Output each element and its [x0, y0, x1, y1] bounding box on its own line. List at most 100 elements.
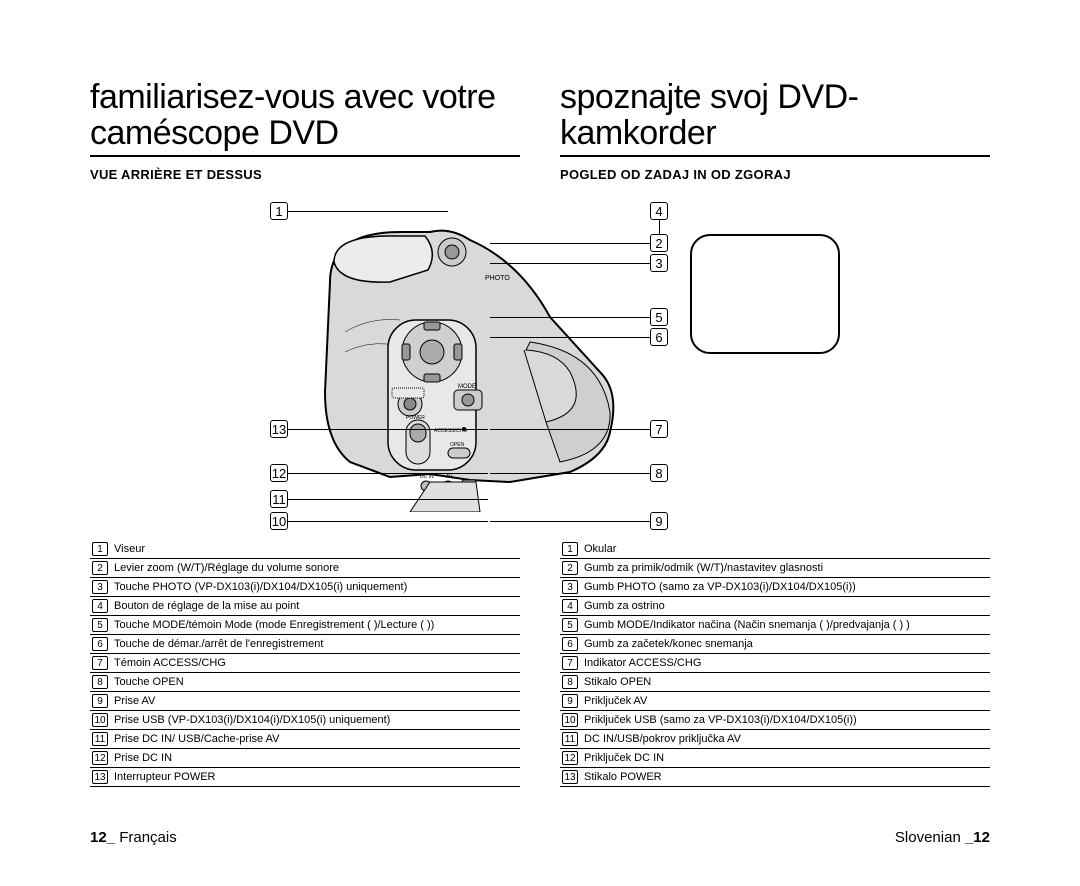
part-label: Levier zoom (W/T)/Réglage du volume sono…: [112, 559, 520, 578]
part-number: 2: [90, 559, 112, 578]
part-number: 7: [560, 654, 582, 673]
callout-12: 12: [270, 464, 288, 482]
svg-text:AV: AV: [446, 474, 453, 480]
part-number: 4: [90, 597, 112, 616]
callout-7: 7: [650, 420, 668, 438]
svg-text:MODE: MODE: [458, 384, 476, 390]
left-parts: 1Viseur2Levier zoom (W/T)/Réglage du vol…: [90, 540, 520, 787]
part-label: Prise DC IN: [112, 749, 520, 768]
part-number: 10: [90, 711, 112, 730]
table-row: 9Prise AV: [90, 692, 520, 711]
table-row: 5Gumb MODE/Indikator načina (Način snema…: [560, 616, 990, 635]
right-page-num: _12: [965, 829, 990, 846]
part-label: Viseur: [112, 540, 520, 559]
callout-5: 5: [650, 308, 668, 326]
part-label: Interrupteur POWER: [112, 768, 520, 787]
leader-line: [490, 317, 650, 318]
part-label: Touche MODE/témoin Mode (mode Enregistre…: [112, 616, 520, 635]
table-row: 2Gumb za primik/odmik (W/T)/nastavitev g…: [560, 559, 990, 578]
part-label: Gumb PHOTO (samo za VP-DX103(i)/DX104/DX…: [582, 578, 990, 597]
table-row: 9Priključek AV: [560, 692, 990, 711]
part-number: 4: [560, 597, 582, 616]
part-label: Gumb za ostrino: [582, 597, 990, 616]
leader-line: [490, 263, 650, 264]
part-label: Prise AV: [112, 692, 520, 711]
leader-line: [288, 499, 488, 500]
camcorder-illustration: PHOTO MODE POWER: [310, 222, 630, 512]
part-label: Gumb za primik/odmik (W/T)/nastavitev gl…: [582, 559, 990, 578]
left-col-header: familiarisez-vous avec votre caméscope D…: [90, 80, 520, 188]
part-number: 1: [560, 540, 582, 559]
table-row: 2Levier zoom (W/T)/Réglage du volume son…: [90, 559, 520, 578]
part-label: Touche OPEN: [112, 673, 520, 692]
leader-line: [490, 243, 650, 244]
table-row: 1Okular: [560, 540, 990, 559]
diagram-area: PHOTO MODE POWER: [130, 188, 950, 538]
part-label: Gumb za začetek/konec snemanja: [582, 635, 990, 654]
part-label: Priključek AV: [582, 692, 990, 711]
callout-6: 6: [650, 328, 668, 346]
part-number: 5: [90, 616, 112, 635]
callout-2: 2: [650, 234, 668, 252]
part-number: 3: [90, 578, 112, 597]
right-parts: 1Okular2Gumb za primik/odmik (W/T)/nasta…: [560, 540, 990, 787]
part-label: Stikalo POWER: [582, 768, 990, 787]
part-label: Touche PHOTO (VP-DX103(i)/DX104/DX105(i)…: [112, 578, 520, 597]
part-label: Témoin ACCESS/CHG: [112, 654, 520, 673]
part-number: 11: [90, 730, 112, 749]
leader-line: [288, 473, 488, 474]
callout-11: 11: [270, 490, 288, 508]
svg-text:PHOTO: PHOTO: [485, 275, 510, 282]
table-row: 5Touche MODE/témoin Mode (mode Enregistr…: [90, 616, 520, 635]
part-label: DC IN/USB/pokrov priključka AV: [582, 730, 990, 749]
svg-text:DC IN: DC IN: [420, 474, 434, 480]
callout-4: 4: [650, 202, 668, 220]
footer: 12_ Français Slovenian _12: [90, 799, 990, 846]
table-row: 7Indikator ACCESS/CHG: [560, 654, 990, 673]
svg-text:POWER: POWER: [406, 415, 425, 421]
footer-right: Slovenian _12: [895, 829, 990, 846]
table-row: 6Touche de démar./arrêt de l'enregistrem…: [90, 635, 520, 654]
table-row: 3Touche PHOTO (VP-DX103(i)/DX104/DX105(i…: [90, 578, 520, 597]
leader-line: [490, 473, 650, 474]
leader-line: [288, 211, 448, 212]
table-row: 3Gumb PHOTO (samo za VP-DX103(i)/DX104/D…: [560, 578, 990, 597]
part-number: 6: [560, 635, 582, 654]
callout-10: 10: [270, 512, 288, 530]
part-label: Priključek USB (samo za VP-DX103(i)/DX10…: [582, 711, 990, 730]
part-number: 9: [560, 692, 582, 711]
table-row: 13Stikalo POWER: [560, 768, 990, 787]
left-parts-table: 1Viseur2Levier zoom (W/T)/Réglage du vol…: [90, 540, 520, 787]
right-lang: Slovenian: [895, 829, 961, 846]
table-row: 10Prise USB (VP-DX103(i)/DX104(i)/DX105(…: [90, 711, 520, 730]
part-number: 7: [90, 654, 112, 673]
part-label: Priključek DC IN: [582, 749, 990, 768]
leader-line: [490, 429, 650, 430]
part-number: 13: [560, 768, 582, 787]
table-row: 8Touche OPEN: [90, 673, 520, 692]
part-number: 12: [560, 749, 582, 768]
left-title: familiarisez-vous avec votre caméscope D…: [90, 80, 520, 157]
table-row: 12Prise DC IN: [90, 749, 520, 768]
callout-13: 13: [270, 420, 288, 438]
part-number: 9: [90, 692, 112, 711]
svg-text:OPEN: OPEN: [450, 442, 465, 448]
table-row: 11DC IN/USB/pokrov priključka AV: [560, 730, 990, 749]
part-label: Bouton de réglage de la mise au point: [112, 597, 520, 616]
part-label: Prise DC IN/ USB/Cache-prise AV: [112, 730, 520, 749]
part-label: Gumb MODE/Indikator načina (Način sneman…: [582, 616, 990, 635]
table-row: 10Priključek USB (samo za VP-DX103(i)/DX…: [560, 711, 990, 730]
callout-8: 8: [650, 464, 668, 482]
part-number: 10: [560, 711, 582, 730]
table-row: 4Bouton de réglage de la mise au point: [90, 597, 520, 616]
part-label: Stikalo OPEN: [582, 673, 990, 692]
table-row: 12Priključek DC IN: [560, 749, 990, 768]
part-label: Prise USB (VP-DX103(i)/DX104(i)/DX105(i)…: [112, 711, 520, 730]
callout-3: 3: [650, 254, 668, 272]
table-row: 7Témoin ACCESS/CHG: [90, 654, 520, 673]
right-subhead: POGLED OD ZADAJ IN OD ZGORAJ: [560, 167, 990, 182]
right-parts-table: 1Okular2Gumb za primik/odmik (W/T)/nasta…: [560, 540, 990, 787]
right-title: spoznajte svoj DVD-kamkorder: [560, 80, 990, 157]
part-label: Touche de démar./arrêt de l'enregistreme…: [112, 635, 520, 654]
footer-left: 12_ Français: [90, 829, 177, 846]
